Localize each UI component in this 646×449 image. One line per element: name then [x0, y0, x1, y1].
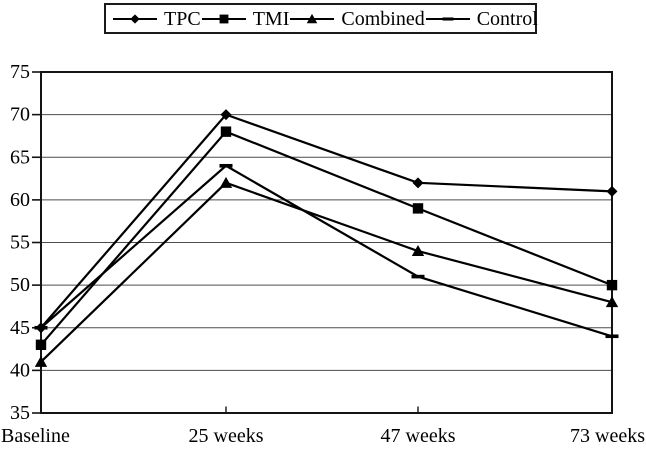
y-tick-label-70: 70	[10, 104, 30, 126]
square-marker-icon	[220, 126, 232, 137]
triangle-marker-icon	[34, 355, 48, 367]
legend-label: Control	[476, 7, 538, 30]
diamond-marker-icon	[606, 185, 618, 197]
series-line	[40, 164, 613, 338]
x-tick-label-3: 73 weeks	[570, 425, 645, 447]
y-tick-label-50: 50	[10, 274, 30, 296]
legend-item-combined: Combined	[289, 7, 425, 30]
legend-diamond-icon	[113, 13, 157, 24]
triangle-marker-icon	[307, 13, 318, 23]
legend-label: TMI	[252, 7, 290, 30]
diamond-marker-icon	[130, 13, 140, 24]
series-line	[40, 130, 613, 346]
triangle-marker-icon	[605, 296, 619, 308]
dash-marker-icon	[411, 274, 425, 279]
y-tick-label-40: 40	[10, 359, 30, 381]
y-tick-label-45: 45	[10, 317, 30, 339]
series-line	[40, 113, 613, 329]
plot-frame	[40, 71, 613, 414]
dash-marker-icon	[34, 325, 48, 330]
legend-label: TPC	[164, 7, 201, 30]
axis-labels: 35 40 45 50 55 60 65 70 75 Baseline 25 weeks 47 wee…	[1, 61, 645, 447]
legend-item-control: Control	[425, 9, 538, 29]
legend-dash-icon	[425, 16, 470, 21]
chart-legend: TPC TMI Combined Control	[104, 3, 538, 34]
y-tick-label-75: 75	[10, 61, 30, 83]
y-tick-label-35: 35	[10, 402, 30, 424]
series-tmi	[35, 126, 618, 350]
x-tick-label-0: Baseline	[1, 425, 70, 447]
triangle-marker-icon	[411, 245, 425, 257]
series-tpc	[35, 109, 618, 334]
y-tick-label-55: 55	[10, 232, 30, 254]
x-tick-label-2: 47 weeks	[381, 425, 456, 447]
triangle-marker-icon	[219, 176, 233, 188]
series-combined	[34, 176, 619, 367]
y-tick-label-60: 60	[10, 189, 30, 211]
diamond-marker-icon	[220, 109, 232, 121]
dash-marker-icon	[219, 163, 233, 168]
series-line	[40, 181, 613, 363]
legend-label: Combined	[341, 7, 425, 30]
square-marker-icon	[219, 14, 229, 23]
legend-triangle-icon	[290, 13, 335, 23]
plot-border	[40, 71, 613, 414]
square-marker-icon	[606, 279, 618, 291]
gridlines	[41, 114, 612, 371]
series-group	[34, 109, 619, 367]
square-marker-icon	[412, 203, 424, 214]
square-marker-icon	[35, 339, 47, 350]
y-tick-label-65: 65	[10, 146, 30, 168]
dash-marker-icon	[442, 16, 454, 21]
x-tick-label-1: 25 weeks	[189, 425, 264, 447]
dash-marker-icon	[605, 334, 619, 339]
diamond-marker-icon	[412, 177, 424, 189]
legend-item-tpc: TPC	[112, 9, 201, 29]
series-control	[34, 163, 619, 339]
legend-square-icon	[201, 14, 246, 23]
legend-item-tmi: TMI	[201, 7, 290, 30]
